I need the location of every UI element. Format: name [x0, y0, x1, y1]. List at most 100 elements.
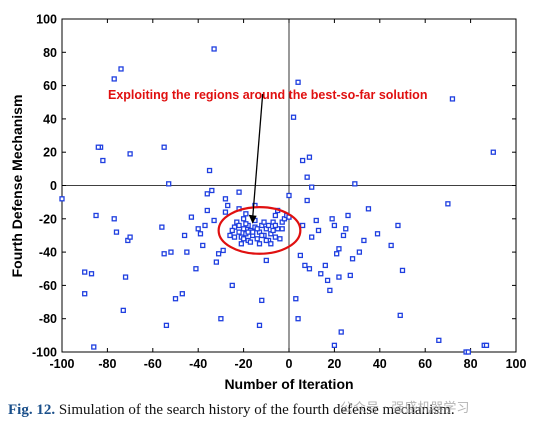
data-point — [243, 221, 249, 227]
data-point — [352, 181, 358, 187]
data-point — [91, 344, 97, 350]
annotation: Exploiting the regions around the best-s… — [108, 88, 427, 255]
data-point — [227, 232, 233, 239]
y-tick-label: 80 — [43, 46, 57, 60]
highlight-ellipse — [217, 206, 302, 255]
data-point — [95, 144, 101, 150]
data-point — [331, 342, 338, 348]
data-point — [111, 76, 117, 82]
data-point — [327, 287, 333, 294]
data-point — [345, 212, 351, 219]
data-point — [245, 229, 251, 235]
data-point — [290, 114, 297, 120]
data-point — [100, 157, 106, 164]
data-point — [338, 329, 344, 335]
data-point — [161, 251, 167, 257]
data-point — [159, 224, 165, 230]
data-point — [127, 151, 133, 157]
data-point — [215, 251, 222, 257]
data-point — [181, 232, 188, 239]
data-point — [163, 322, 170, 329]
data-point — [315, 227, 322, 234]
annotation-text: Exploiting the regions around the best-s… — [108, 88, 427, 102]
data-point — [93, 212, 99, 219]
axis-ticks: -100 -80 -60 -40 -20 0 20 40 60 80 100 -100 -80 -60 -4… — [32, 13, 527, 372]
data-point — [209, 187, 215, 194]
data-point — [349, 256, 356, 262]
data-point — [279, 226, 285, 232]
data-point — [259, 297, 265, 304]
data-point — [197, 231, 204, 237]
data-point — [240, 216, 247, 222]
data-point — [166, 181, 172, 187]
data-point — [336, 274, 342, 280]
data-point — [261, 219, 267, 225]
data-point — [272, 234, 279, 240]
x-axis-label: Number of Iteration — [224, 376, 353, 392]
data-point — [268, 241, 274, 247]
data-point — [343, 226, 349, 232]
data-point — [204, 191, 210, 197]
data-point — [295, 316, 301, 322]
data-point — [193, 266, 199, 272]
data-point — [304, 174, 310, 180]
y-tick-label: -60 — [39, 279, 57, 293]
data-point — [329, 216, 335, 222]
data-point — [322, 262, 328, 269]
data-point — [236, 189, 242, 195]
data-point — [397, 312, 403, 319]
data-point — [113, 229, 120, 235]
data-point — [277, 236, 283, 242]
data-point — [225, 202, 231, 209]
x-tick-label: -40 — [189, 357, 207, 371]
x-tick-label: -60 — [144, 357, 162, 371]
data-point — [250, 229, 256, 235]
data-point — [222, 196, 229, 202]
y-axis-label: Fourth Defense Mechanism — [9, 95, 25, 278]
data-point — [309, 234, 315, 240]
data-point — [168, 249, 174, 255]
data-point — [265, 222, 272, 229]
y-tick-label: 100 — [36, 13, 57, 27]
data-point — [395, 222, 401, 229]
data-point — [88, 271, 95, 277]
x-tick-label: 60 — [418, 357, 432, 371]
data-point — [238, 241, 244, 247]
data-point — [161, 144, 167, 150]
y-tick-label: -80 — [39, 312, 57, 326]
data-point — [445, 201, 451, 207]
data-point — [200, 242, 206, 249]
data-point — [483, 342, 490, 348]
data-point — [490, 149, 496, 155]
data-point — [111, 216, 117, 222]
y-tick-label: 0 — [50, 179, 57, 193]
data-point — [302, 262, 308, 269]
y-tick-label: 40 — [43, 112, 57, 126]
data-point — [204, 207, 210, 214]
data-point — [299, 222, 306, 229]
data-point — [222, 209, 229, 215]
data-point — [340, 232, 347, 239]
data-point — [309, 184, 315, 190]
zero-lines — [62, 19, 516, 352]
data-point — [82, 291, 88, 297]
data-point — [213, 259, 220, 265]
x-tick-label: 40 — [373, 357, 387, 371]
y-tick-label: -100 — [32, 346, 57, 360]
data-point — [334, 251, 340, 257]
data-point — [229, 227, 235, 234]
y-tick-label: -20 — [39, 212, 57, 226]
data-point — [254, 236, 260, 242]
data-point — [336, 246, 342, 252]
x-tick-label: 80 — [464, 357, 478, 371]
data-point — [306, 154, 313, 160]
data-point — [118, 66, 124, 72]
data-point — [270, 227, 276, 234]
arrow-head — [248, 214, 257, 224]
x-tick-label: 20 — [327, 357, 341, 371]
data-point — [286, 192, 292, 199]
annotation-arrow — [252, 93, 264, 218]
data-point — [254, 226, 260, 232]
data-point — [229, 282, 235, 289]
